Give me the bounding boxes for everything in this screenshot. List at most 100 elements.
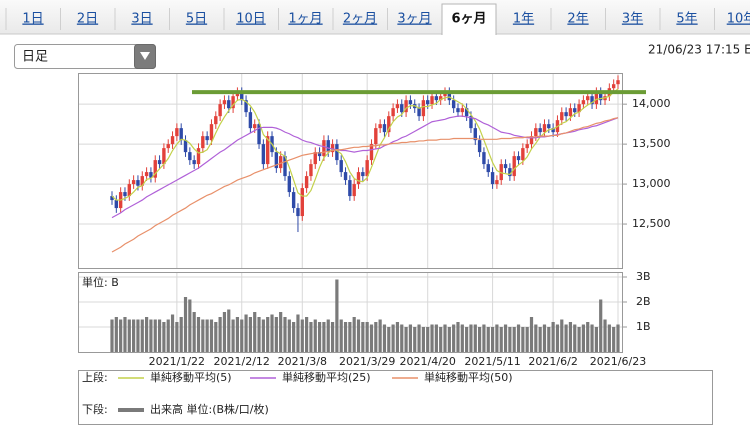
- volume-bar: [162, 322, 166, 352]
- tabs: 1日 2日 3日 5日 10日 1ヶ月 2ヶ月 3ヶ月 6ヶ月 1年 2年 3年 5年 10年: [5, 3, 750, 35]
- candle-body: [179, 128, 183, 141]
- candle-body: [227, 100, 231, 109]
- volume-bar: [231, 319, 235, 352]
- tab[interactable]: 1日: [22, 12, 43, 27]
- volume-bar: [283, 317, 287, 352]
- tab-bar: [0, 0, 750, 34]
- candle-body: [240, 92, 244, 101]
- volume-bar: [157, 319, 162, 352]
- volume-bar: [132, 319, 136, 352]
- volume-bar: [266, 317, 270, 352]
- candle-body: [153, 160, 157, 178]
- legend-upper-label: 上段:: [82, 370, 108, 384]
- tab[interactable]: 2日: [77, 12, 98, 27]
- tab[interactable]: 6ヶ月: [451, 12, 486, 27]
- candle-body: [222, 100, 227, 105]
- moving-average-line: [111, 115, 619, 219]
- candle-body: [387, 116, 391, 133]
- candle-body: [369, 144, 374, 161]
- legend-label: 単純移動平均(25): [282, 370, 371, 384]
- volume-bar: [300, 319, 304, 352]
- volume-bar: [348, 322, 352, 352]
- volume-bar: [292, 322, 296, 352]
- candle-body: [594, 92, 599, 105]
- volume-bar: [335, 279, 339, 352]
- dropdown[interactable]: 日足: [14, 44, 156, 69]
- candle-body: [503, 164, 508, 169]
- x-tick-label: 2021/1/22: [149, 355, 205, 368]
- candle-body: [296, 208, 300, 217]
- candle-body: [317, 152, 322, 157]
- x-tick-label: 2021/4/20: [400, 355, 456, 368]
- tab[interactable]: 10年: [727, 12, 750, 27]
- volume-bar: [590, 324, 594, 352]
- volume-bar: [538, 327, 542, 352]
- candle-body: [309, 164, 313, 177]
- volume-bar: [305, 317, 309, 352]
- tab[interactable]: 3年: [622, 12, 643, 27]
- volume-bar: [603, 319, 607, 352]
- tab[interactable]: 10日: [236, 12, 266, 27]
- volume-bar: [478, 327, 482, 352]
- tab[interactable]: 1ヶ月: [288, 12, 322, 27]
- candle-body: [356, 172, 361, 185]
- volume-bar: [352, 317, 356, 352]
- tab[interactable]: 2ヶ月: [343, 12, 377, 27]
- volume-bar: [447, 327, 451, 352]
- volume-bar: [296, 314, 300, 352]
- volume-bar: [434, 324, 438, 352]
- volume-bar: [551, 322, 555, 352]
- volume-bar: [153, 319, 157, 352]
- volume-bar: [218, 317, 222, 352]
- candle-body: [123, 192, 127, 197]
- candle-body: [508, 168, 512, 177]
- candle-body: [149, 172, 153, 178]
- x-tick-label: 2021/6/2: [528, 355, 577, 368]
- tab[interactable]: 3日: [131, 12, 152, 27]
- candle-body: [438, 96, 443, 101]
- tab[interactable]: 1年: [513, 12, 534, 27]
- volume-bar: [235, 317, 240, 352]
- tab[interactable]: 5年: [676, 12, 697, 27]
- candle-body: [469, 116, 473, 129]
- candle-body: [175, 128, 179, 137]
- candle-body: [140, 176, 144, 186]
- volume-bar: [560, 319, 564, 352]
- candle-body: [382, 124, 387, 133]
- candle-body: [127, 184, 131, 197]
- volume-bar: [248, 317, 252, 352]
- candle-body: [205, 136, 209, 141]
- candle-body: [291, 192, 296, 209]
- candle-body: [473, 128, 477, 141]
- volume-bar: [170, 314, 175, 352]
- tab[interactable]: 3ヶ月: [397, 12, 431, 27]
- candle-body: [330, 144, 335, 153]
- volume-bar: [257, 317, 261, 352]
- candle-body: [547, 124, 551, 129]
- candle-body: [218, 104, 222, 117]
- candle-body: [464, 108, 469, 117]
- volume-bar: [222, 312, 227, 352]
- volume-bar: [594, 327, 598, 352]
- volume-bar: [469, 324, 473, 352]
- volume-bar: [573, 324, 577, 352]
- volume-bar: [317, 322, 322, 352]
- tab[interactable]: 5日: [186, 12, 207, 27]
- y-tick-label: 13,500: [632, 137, 671, 150]
- candle-body: [521, 148, 525, 161]
- volume-bar: [326, 319, 330, 352]
- candle-body: [534, 128, 538, 137]
- candle-body: [590, 96, 594, 105]
- volume-bar: [119, 319, 123, 352]
- volume-bar: [525, 327, 529, 352]
- volume-bar: [486, 327, 490, 352]
- volume-bar: [521, 327, 525, 352]
- volume-bar: [430, 324, 434, 352]
- volume-bar: [339, 319, 343, 352]
- candle-body: [257, 124, 261, 145]
- volume-bar: [309, 322, 313, 352]
- volume-bar: [607, 324, 611, 352]
- candle-body: [599, 92, 603, 101]
- tab[interactable]: 2年: [567, 12, 588, 27]
